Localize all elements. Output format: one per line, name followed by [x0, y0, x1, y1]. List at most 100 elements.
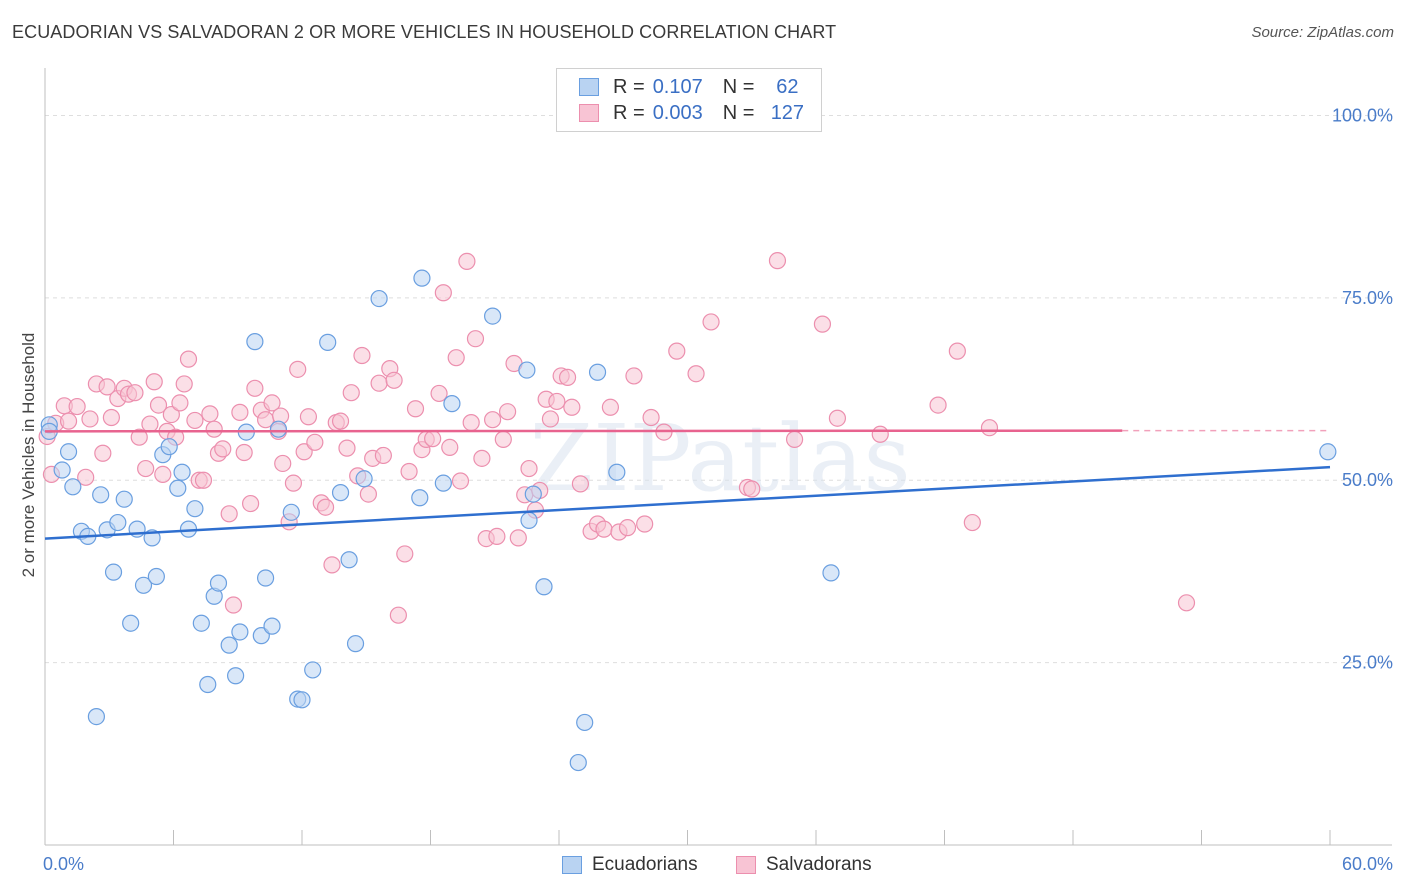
salvadoran-point	[59, 412, 78, 430]
salvadoran-point	[194, 471, 213, 489]
salvadoran-legend-label: Salvadorans	[766, 854, 872, 875]
salvadoran-point	[813, 315, 832, 333]
salvadoran-point	[201, 405, 219, 423]
salvadoran-point	[220, 505, 238, 523]
salvadoran-point	[94, 444, 112, 462]
salvadoran-point	[430, 384, 448, 403]
r-label: R =	[613, 75, 645, 98]
ecuadorian-swatch	[579, 78, 599, 96]
ecuadorian-point	[518, 361, 536, 379]
ecuadorian-point	[169, 479, 187, 497]
x-tick-label: 60.0%	[1342, 854, 1393, 874]
salvadoran-point	[235, 443, 253, 462]
ecuadorian-point	[340, 551, 358, 569]
ecuadorian-point	[413, 269, 431, 287]
salvadoran-point	[642, 408, 660, 427]
legend-row-ecuadorians: R = 0.107 N = 62	[579, 75, 812, 99]
salvadoran-point	[274, 454, 292, 473]
salvadoran-point	[179, 350, 198, 368]
ecuadorian-legend-label: Ecuadorians	[592, 854, 698, 875]
salvadoran-point	[929, 396, 947, 414]
salvadoran-point	[473, 449, 491, 467]
salvadoran-point	[224, 596, 243, 614]
ecuadorian-point	[104, 563, 123, 581]
salvadoran-point	[284, 474, 303, 492]
ecuadorian-point	[147, 567, 165, 586]
ecuadorian-point	[346, 635, 365, 653]
watermark: ZIPatlas	[529, 405, 910, 512]
salvadoran-point	[1177, 594, 1196, 612]
y-tick-label: 25.0%	[1342, 653, 1393, 673]
salvadoran-point	[509, 529, 527, 547]
salvadoran-point	[687, 365, 705, 383]
salvadoran-point	[441, 438, 459, 457]
ecuadorian-point	[520, 511, 538, 529]
legend: R = 0.107 N = 62 R = 0.003 N = 127	[556, 68, 822, 132]
ecuadorian-trend-line	[44, 465, 1331, 540]
n-label: N =	[722, 101, 755, 124]
tick-labels: 25.0% 50.0% 75.0% 100.0% 0.0% 60.0%	[43, 105, 1393, 874]
ecuadorian-point	[263, 617, 281, 635]
salvadoran-point	[668, 342, 686, 360]
ecuadorian-point	[53, 461, 71, 479]
salvadoran-point	[263, 394, 281, 412]
ecuadorian-point	[231, 623, 249, 641]
salvadoran-point	[743, 480, 761, 498]
salvadoran-point	[162, 405, 180, 424]
salvadoran-point	[81, 410, 99, 428]
ecuadorian-point	[115, 490, 133, 508]
ecuadorian-point	[59, 443, 78, 461]
gridlines	[45, 114, 1392, 664]
salvadoran-point	[494, 430, 512, 448]
ecuadorian-point	[173, 463, 191, 481]
salvadoran-point	[338, 439, 356, 457]
n-value: 127	[770, 101, 805, 124]
salvadoran-point	[154, 465, 172, 484]
salvadoran-point	[231, 403, 249, 421]
salvadoran-point	[359, 485, 377, 503]
salvadoran-point	[68, 397, 86, 416]
salvadoran-point	[137, 459, 155, 478]
salvadoran-point	[299, 408, 318, 426]
salvadoran-point	[571, 475, 590, 493]
salvadoran-point	[353, 346, 371, 365]
salvadoran-point	[488, 527, 506, 546]
salvadoran-point	[424, 430, 442, 448]
salvadoran-point	[541, 410, 560, 428]
ecuadorian-point	[535, 578, 553, 596]
salvadoran-point	[342, 384, 360, 402]
r-value: 0.003	[652, 101, 703, 124]
y-tick-label: 50.0%	[1342, 470, 1393, 490]
salvadoran-point	[141, 415, 159, 433]
ecuadorian-point	[331, 484, 350, 502]
salvadoran-point	[948, 342, 966, 360]
salvadoran-point	[963, 513, 981, 532]
salvadoran-point	[447, 349, 465, 367]
salvadoran-point	[306, 433, 324, 451]
ecuadorian-point	[220, 636, 238, 654]
salvadoran-point	[828, 409, 847, 427]
salvadoran-point	[451, 472, 470, 490]
salvadoran-point	[389, 606, 407, 624]
ecuadorian-point	[252, 627, 270, 645]
ecuadorian-point	[122, 614, 140, 632]
salvadoran-point	[370, 374, 388, 392]
salvadoran-point	[871, 425, 889, 443]
salvadoran-point	[295, 443, 313, 461]
source-label: Source: ZipAtlas.com	[1251, 24, 1394, 41]
salvadoran-point	[520, 459, 538, 478]
salvadoran-point	[618, 519, 637, 537]
salvadoran-point	[406, 400, 425, 418]
salvadoran-point	[331, 412, 350, 430]
ecuadorian-point	[355, 470, 373, 488]
salvadoran-point	[205, 420, 223, 438]
ecuadorian-point	[588, 363, 607, 381]
ecuadorian-point	[822, 564, 840, 582]
ecuadorian-point	[192, 614, 210, 632]
r-value: 0.107	[652, 75, 703, 98]
salvadoran-point	[601, 398, 620, 416]
ecuadorian-point	[608, 463, 626, 481]
salvadoran-point	[434, 284, 452, 302]
salvadoran-point	[242, 494, 260, 513]
salvadoran-point	[625, 367, 643, 385]
